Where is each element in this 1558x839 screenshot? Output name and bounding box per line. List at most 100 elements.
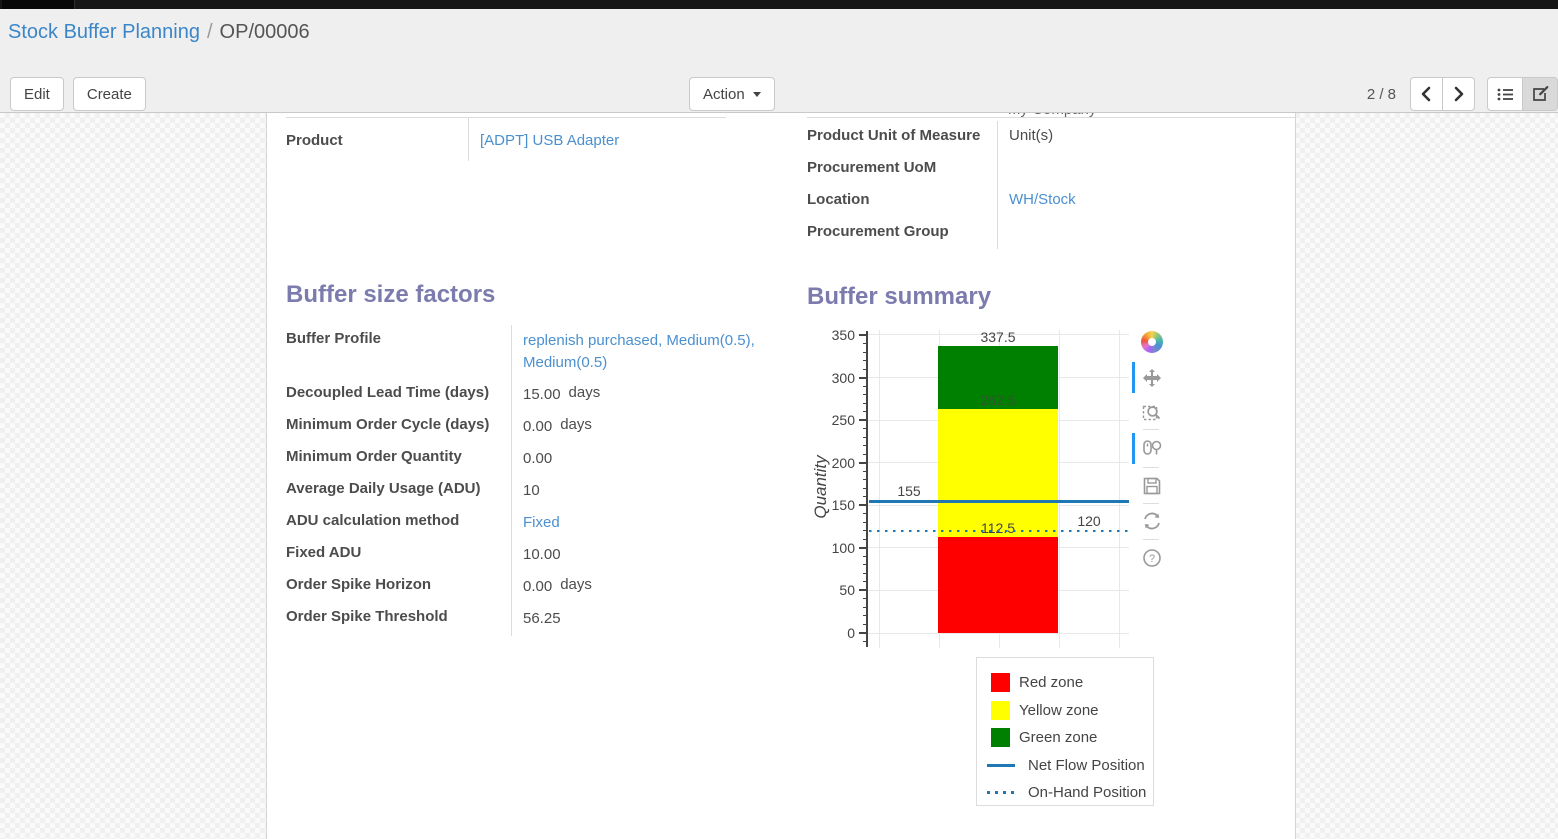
y-tick-label: 250 [831,412,855,429]
bar-value-label: 112.5 [981,520,1015,537]
field-row-adu-method: ADU calculation method Fixed [286,508,766,540]
dlt-label: Decoupled Lead Time (days) [286,380,512,412]
location-value-link[interactable]: WH/Stock [1009,191,1076,208]
modebar-active-indicator [1132,362,1135,393]
moq-value: 0.00 [523,450,553,467]
y-major-tick [859,589,867,592]
spike-horizon-label: Order Spike Horizon [286,572,512,604]
y-minor-tick [863,530,867,532]
form-view-button[interactable] [1522,77,1558,111]
y-axis-line [866,331,868,647]
y-gridline [867,632,1129,634]
help-icon[interactable]: ? [1137,543,1167,573]
list-icon [1497,88,1513,100]
adu-method-value-link[interactable]: Fixed [523,514,560,531]
y-minor-tick [863,385,867,387]
net-flow-line-swatch [987,763,1015,767]
y-minor-tick [863,555,867,557]
y-tick-label: 150 [831,497,855,514]
legend-label: Green zone [1019,729,1098,747]
legend-label: Red zone [1019,674,1084,692]
clipped-field-value: My Company [1008,113,1248,117]
top-bar-tab [2,0,75,9]
legend-label: Yellow zone [1019,701,1099,719]
y-minor-tick [863,351,867,353]
y-axis-title: Quantity [811,455,830,519]
buffer-size-factors-title: Buffer size factors [286,281,496,308]
y-minor-tick [863,487,867,489]
bar-segment-red-zone[interactable] [938,537,1058,633]
bar-segment-green-zone[interactable] [938,345,1058,410]
fixed-adu-label: Fixed ADU [286,540,512,572]
y-minor-tick [863,513,867,515]
pan-icon[interactable] [1137,363,1167,393]
legend-item-green-zone[interactable]: Green zone [991,724,1153,752]
line-value-label: 120 [1077,512,1101,529]
y-minor-tick [863,436,867,438]
green-zone-swatch [991,728,1010,748]
legend-label: On-Hand Position [1028,784,1147,802]
y-major-tick [859,376,867,379]
y-major-tick [859,419,867,422]
net-flow-position-line[interactable] [869,500,1129,503]
y-minor-tick [863,428,867,430]
legend-item-on-hand[interactable]: On-Hand Position [987,779,1153,807]
action-dropdown-label: Action [703,85,745,103]
buffer-profile-label: Buffer Profile [286,325,512,380]
dlt-value: 15.00 [523,386,561,403]
y-minor-tick [863,445,867,447]
plotly-logo-icon[interactable] [1137,327,1167,357]
create-button[interactable]: Create [72,77,146,111]
compare-data-on-hover-icon[interactable] [1137,433,1167,463]
box-zoom-icon[interactable] [1137,397,1167,427]
legend-item-red-zone[interactable]: Red zone [991,669,1153,697]
bar-value-label: 337.5 [980,328,1016,345]
pager-previous-button[interactable] [1410,77,1443,111]
uom-label: Product Unit of Measure [807,121,998,153]
field-row-fixed-adu: Fixed ADU 10.00 [286,540,766,572]
chevron-left-icon [1421,86,1431,102]
legend-item-yellow-zone[interactable]: Yellow zone [991,697,1153,725]
product-label: Product [286,118,469,161]
breadcrumb-current: OP/00006 [219,21,310,43]
action-dropdown-button[interactable]: Action [689,77,775,111]
y-tick-label: 300 [831,369,855,386]
buffer-summary-chart[interactable]: 0 50 100 150 200 250 300 350 Quantity 337.5 262.5 1… [807,325,1177,825]
location-label: Location [807,185,998,217]
chart-modebar: ? [1129,325,1177,575]
save-image-icon[interactable] [1137,471,1167,501]
field-row-procurement-group: Procurement Group [807,217,1295,249]
y-major-tick [859,333,867,336]
y-minor-tick [863,572,867,574]
bar-segment-yellow-zone[interactable] [938,409,1058,538]
form-sheet: My Company Product [ADPT] USB Adapter Pr… [266,113,1296,839]
pager-next-button[interactable] [1442,77,1475,111]
modebar-active-indicator [1132,433,1135,464]
edit-button[interactable]: Edit [10,77,64,111]
breadcrumb-parent-link[interactable]: Stock Buffer Planning [8,21,200,43]
product-value-link[interactable]: [ADPT] USB Adapter [480,132,620,149]
procurement-group-label: Procurement Group [807,217,998,249]
field-row-product: Product [ADPT] USB Adapter [286,118,726,161]
content-background: My Company Product [ADPT] USB Adapter Pr… [0,113,1558,839]
y-minor-tick [863,360,867,362]
dlt-suffix: days [568,384,601,401]
x-gridline [879,330,880,648]
y-minor-tick [863,479,867,481]
legend-item-net-flow[interactable]: Net Flow Position [987,752,1153,780]
buffer-profile-value-link[interactable]: replenish purchased, Medium(0.5), Medium… [523,332,755,371]
y-major-tick [859,632,867,634]
y-minor-tick [863,394,867,396]
moc-label: Minimum Order Cycle (days) [286,412,512,444]
reset-axes-icon[interactable] [1137,506,1167,536]
bar-value-label: 262.5 [980,392,1016,409]
y-major-tick [859,546,867,549]
chart-plot-area[interactable]: 0 50 100 150 200 250 300 350 Quantity 337.5 262.5 1… [807,325,1177,665]
y-tick-label: 0 [847,625,855,641]
field-row-moq: Minimum Order Quantity 0.00 [286,444,766,476]
on-hand-position-line[interactable] [869,529,1129,533]
field-row-uom: Product Unit of Measure Unit(s) [807,121,1295,153]
list-view-button[interactable] [1487,77,1523,111]
field-row-dlt: Decoupled Lead Time (days) 15.00 days [286,380,766,412]
y-minor-tick [863,641,867,642]
